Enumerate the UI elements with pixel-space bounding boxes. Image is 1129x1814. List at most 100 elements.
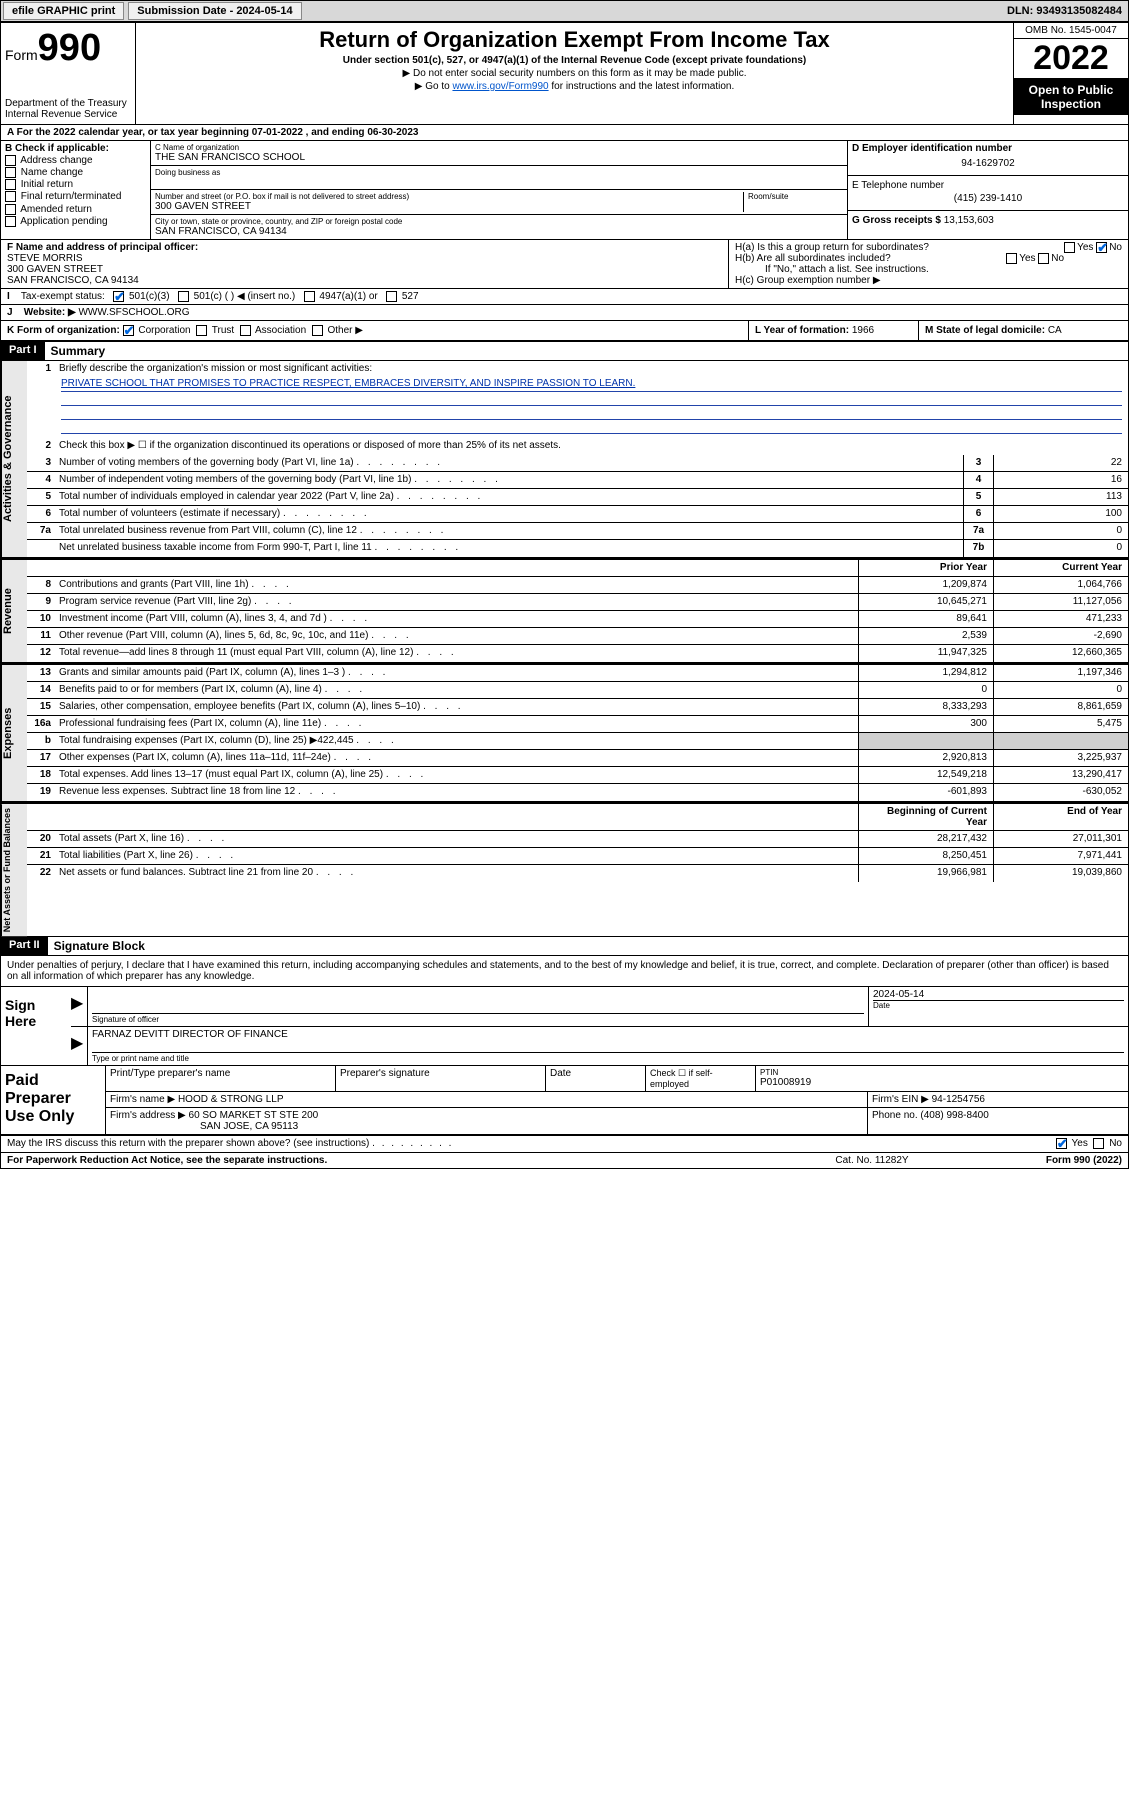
firm-ein-label: Firm's EIN ▶ [872,1094,929,1105]
governance-section: Activities & Governance 1 Briefly descri… [1,361,1128,558]
header-left: Form990 Department of the Treasury Inter… [1,23,136,124]
revenue-section: Revenue Prior Year Current Year 8Contrib… [1,558,1128,663]
year-formation-label: L Year of formation: [755,325,852,336]
date-label: Date [873,1000,1124,1010]
hb-yes[interactable] [1006,253,1017,264]
paid-preparer-label: Paid Preparer Use Only [1,1066,106,1134]
website-label: Website: ▶ [24,307,76,318]
cb-association[interactable] [240,325,251,336]
org-name-label: C Name of organization [155,143,843,152]
form-header: Form990 Department of the Treasury Inter… [1,23,1128,125]
cb-amended[interactable]: Amended return [5,204,146,215]
ha-label: H(a) Is this a group return for subordin… [735,242,929,253]
summary-line: 6Total number of volunteers (estimate if… [27,506,1128,523]
signature-block: Sign Here ▶ Signature of officer 2024-05… [1,987,1128,1066]
tab-expenses: Expenses [1,665,27,801]
firm-name-label: Firm's name ▶ [110,1094,175,1105]
summary-line: Net unrelated business taxable income fr… [27,540,1128,557]
cb-corporation[interactable] [123,325,134,336]
summary-line: 16aProfessional fundraising fees (Part I… [27,716,1128,733]
sign-here-label: Sign Here [1,987,71,1065]
summary-line: 12Total revenue—add lines 8 through 11 (… [27,645,1128,662]
summary-line: 18Total expenses. Add lines 13–17 (must … [27,767,1128,784]
part1-badge: Part I [1,342,45,360]
footer: For Paperwork Reduction Act Notice, see … [1,1153,1128,1168]
phone-label: E Telephone number [852,180,1124,191]
summary-line: 14Benefits paid to or for members (Part … [27,682,1128,699]
ein-value: 94-1629702 [852,158,1124,169]
firm-ein: 94-1254756 [932,1094,985,1105]
form-subtitle: Under section 501(c), 527, or 4947(a)(1)… [142,55,1007,66]
cb-501c[interactable] [178,291,189,302]
hb-note: If "No," attach a list. See instructions… [735,264,1122,275]
row-k-l-m: K Form of organization: Corporation Trus… [1,321,1128,342]
discuss-text: May the IRS discuss this return with the… [7,1138,369,1149]
officer-name: STEVE MORRIS [7,253,722,264]
cb-501c3[interactable] [113,291,124,302]
firm-name: HOOD & STRONG LLP [178,1094,284,1105]
hdr-beginning: Beginning of Current Year [858,804,993,830]
street-address: 300 GAVEN STREET [155,201,743,212]
year-formation: 1966 [852,325,874,336]
arrow-icon: ▶ [71,1027,87,1065]
summary-line: 15Salaries, other compensation, employee… [27,699,1128,716]
cb-initial-return[interactable]: Initial return [5,179,146,190]
cb-application-pending[interactable]: Application pending [5,216,146,227]
ein-label: D Employer identification number [852,143,1124,154]
tax-year: 2022 [1014,39,1128,79]
omb-number: OMB No. 1545-0047 [1014,23,1128,39]
col-de: D Employer identification number 94-1629… [848,141,1128,239]
col-b-checkboxes: B Check if applicable: Address change Na… [1,141,151,239]
form-990-page: Form990 Department of the Treasury Inter… [0,22,1129,1169]
mission-text: PRIVATE SCHOOL THAT PROMISES TO PRACTICE… [61,378,635,389]
phone-value: (415) 239-1410 [852,193,1124,204]
cb-527[interactable] [386,291,397,302]
part2-title: Signature Block [48,937,151,955]
f-label: F Name and address of principal officer: [7,242,722,253]
cb-trust[interactable] [196,325,207,336]
city-state-zip: SAN FRANCISCO, CA 94134 [155,226,843,237]
line2-text: Check this box ▶ ☐ if the organization d… [55,438,1128,455]
part1-title: Summary [45,342,112,360]
hdr-end: End of Year [993,804,1128,830]
cb-name-change[interactable]: Name change [5,167,146,178]
sig-date: 2024-05-14 [873,989,1124,1000]
preparer-date-col: Date [546,1066,646,1091]
cb-4947[interactable] [304,291,315,302]
goto-pre: ▶ Go to [415,81,453,92]
dln-label: DLN: 93493135082484 [1001,5,1128,17]
officer-street: 300 GAVEN STREET [7,264,722,275]
firm-phone: (408) 998-8400 [920,1110,988,1121]
domicile-label: M State of legal domicile: [925,325,1048,336]
cb-other[interactable] [312,325,323,336]
expenses-section: Expenses 13Grants and similar amounts pa… [1,663,1128,802]
submission-date-button[interactable]: Submission Date - 2024-05-14 [128,2,301,20]
mission-text-block: PRIVATE SCHOOL THAT PROMISES TO PRACTICE… [27,378,1128,438]
form-org-label: K Form of organization: [7,325,120,336]
city-label: City or town, state or province, country… [155,217,843,226]
officer-printed-name: FARNAZ DEVITT DIRECTOR OF FINANCE [92,1029,1124,1040]
gross-receipts-label: G Gross receipts $ [852,215,944,226]
discuss-row: May the IRS discuss this return with the… [1,1136,1128,1152]
addr-label: Number and street (or P.O. box if mail i… [155,192,743,201]
cb-address-change[interactable]: Address change [5,155,146,166]
efile-graphic-button[interactable]: efile GRAPHIC print [3,2,124,20]
website-value: WWW.SFSCHOOL.ORG [78,307,189,318]
ha-no[interactable] [1096,242,1107,253]
hc-label: H(c) Group exemption number ▶ [735,275,1122,286]
arrow-icon: ▶ [71,987,87,1026]
cb-final-return[interactable]: Final return/terminated [5,191,146,202]
summary-line: 7aTotal unrelated business revenue from … [27,523,1128,540]
self-employed-col: Check ☐ if self-employed [646,1066,756,1091]
ssn-warning: ▶ Do not enter social security numbers o… [142,68,1007,79]
summary-line: 10Investment income (Part VIII, column (… [27,611,1128,628]
form-word: Form [5,47,38,63]
tab-governance: Activities & Governance [1,361,27,557]
ha-yes[interactable] [1064,242,1075,253]
hb-no[interactable] [1038,253,1049,264]
irs-link[interactable]: www.irs.gov/Form990 [452,81,548,92]
discuss-yes[interactable] [1056,1138,1067,1149]
summary-line: 21Total liabilities (Part X, line 26) . … [27,848,1128,865]
discuss-no[interactable] [1093,1138,1104,1149]
summary-line: 3Number of voting members of the governi… [27,455,1128,472]
